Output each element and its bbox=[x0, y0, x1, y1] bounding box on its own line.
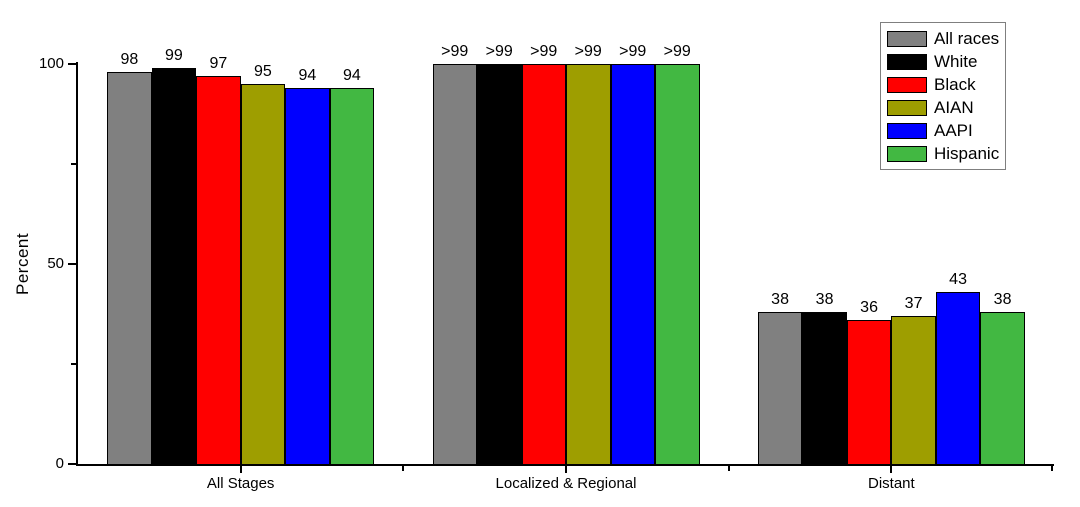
legend-item-label: AIAN bbox=[934, 98, 974, 117]
legend-swatch-icon bbox=[887, 145, 927, 162]
legend-swatch-icon bbox=[887, 76, 927, 93]
legend-item: AIAN bbox=[887, 96, 999, 119]
bar-hispanic bbox=[329, 88, 375, 465]
bar-value-label: 38 bbox=[815, 291, 834, 308]
bar-value-label: 98 bbox=[120, 51, 139, 68]
bar-value-label: 99 bbox=[165, 47, 183, 64]
x-category-label: Localized & Regional bbox=[495, 475, 637, 492]
x-category-label: All Stages bbox=[206, 475, 275, 492]
legend-item: Black bbox=[887, 73, 999, 96]
legend-item-label: AAPI bbox=[934, 121, 973, 140]
bar-hispanic bbox=[980, 312, 1025, 465]
legend-item-label: Hispanic bbox=[934, 144, 1000, 163]
bar-black bbox=[846, 320, 892, 465]
x-tick-major bbox=[890, 466, 893, 473]
legend-swatch-icon bbox=[887, 99, 927, 116]
bar-black bbox=[521, 64, 566, 465]
bar-hispanic bbox=[655, 64, 700, 465]
x-tick-major bbox=[239, 466, 242, 473]
bar-value-label: 43 bbox=[949, 271, 967, 288]
legend-swatch-icon bbox=[887, 122, 927, 139]
bar-value-label: >99 bbox=[530, 43, 558, 60]
y-tick-label: 100 bbox=[38, 55, 64, 72]
legend-item-label: Black bbox=[934, 75, 976, 94]
bar-aapi bbox=[285, 88, 330, 465]
bar-all-races bbox=[432, 64, 477, 465]
bar-value-label: 38 bbox=[993, 291, 1012, 308]
legend-item: AAPI bbox=[887, 119, 999, 142]
bar-value-label: 95 bbox=[254, 63, 272, 80]
x-axis-line bbox=[76, 464, 1054, 466]
bar-value-label: 36 bbox=[860, 299, 878, 316]
bar-value-label: >99 bbox=[663, 43, 691, 60]
bar-aian bbox=[891, 316, 936, 465]
legend: All races White Black AIAN AAPI Hispanic bbox=[880, 22, 1007, 170]
x-tick-minor bbox=[1051, 466, 1053, 471]
bar-black bbox=[196, 76, 241, 465]
legend-item: White bbox=[887, 50, 999, 73]
bar-aapi bbox=[935, 292, 981, 465]
bar-all-races bbox=[107, 72, 152, 465]
bar-value-label: >99 bbox=[574, 43, 602, 60]
bar-value-label: >99 bbox=[619, 43, 647, 60]
x-tick-minor bbox=[402, 466, 405, 471]
bar-value-label: 38 bbox=[771, 291, 789, 308]
legend-swatch-icon bbox=[887, 53, 927, 70]
y-tick-label: 50 bbox=[47, 255, 64, 272]
legend-item: All races bbox=[887, 27, 999, 50]
bar-aapi bbox=[610, 64, 655, 465]
bar-value-label: 97 bbox=[209, 55, 228, 72]
bar-value-label: >99 bbox=[485, 43, 513, 60]
y-tick-major bbox=[68, 63, 76, 65]
y-tick-minor bbox=[71, 363, 76, 365]
bar-all-races bbox=[757, 312, 803, 465]
legend-item-label: All races bbox=[934, 29, 1000, 48]
bar-white bbox=[802, 312, 847, 465]
legend-item: Hispanic bbox=[887, 142, 999, 165]
bar-value-label: 94 bbox=[343, 67, 361, 84]
y-axis-line bbox=[76, 62, 78, 466]
y-tick-major bbox=[68, 463, 76, 465]
bar-value-label: 94 bbox=[298, 67, 317, 84]
legend-item-label: White bbox=[934, 52, 978, 71]
legend-swatch-icon bbox=[887, 30, 927, 47]
x-tick-major bbox=[565, 466, 567, 473]
x-tick-minor bbox=[727, 466, 730, 471]
y-tick-major bbox=[68, 263, 76, 265]
bar-value-label: >99 bbox=[441, 43, 469, 60]
bar-value-label: 37 bbox=[904, 295, 923, 312]
bar-aian bbox=[566, 64, 611, 465]
bar-aian bbox=[240, 84, 286, 465]
y-tick-label: 0 bbox=[55, 455, 64, 472]
y-tick-minor bbox=[71, 163, 76, 165]
x-category-label: Distant bbox=[867, 475, 915, 492]
bar-white bbox=[477, 64, 522, 465]
bar-white bbox=[151, 68, 197, 465]
